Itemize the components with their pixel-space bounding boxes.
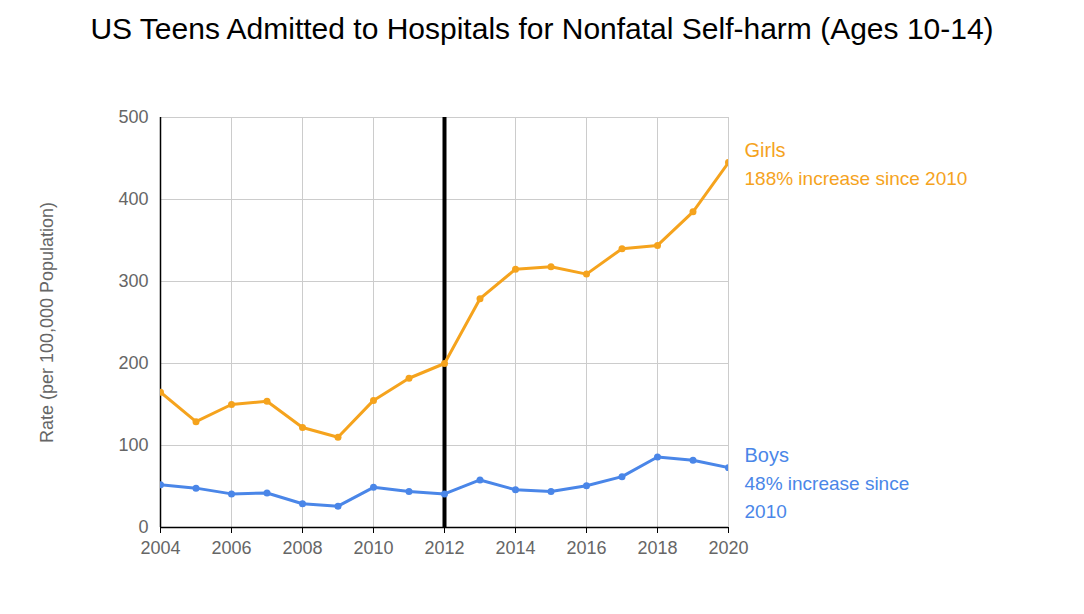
svg-text:Boys: Boys: [745, 444, 789, 466]
svg-text:0: 0: [138, 517, 148, 537]
svg-text:2016: 2016: [566, 538, 606, 558]
svg-text:300: 300: [118, 271, 148, 291]
svg-text:400: 400: [118, 189, 148, 209]
svg-text:2008: 2008: [282, 538, 322, 558]
svg-text:200: 200: [118, 353, 148, 373]
svg-text:2012: 2012: [424, 538, 464, 558]
svg-text:2020: 2020: [708, 538, 748, 558]
svg-text:Rate (per 100,000 Population): Rate (per 100,000 Population): [37, 202, 57, 443]
svg-text:100: 100: [118, 435, 148, 455]
svg-text:500: 500: [118, 107, 148, 127]
svg-text:Girls: Girls: [745, 139, 786, 161]
svg-text:2014: 2014: [495, 538, 535, 558]
svg-text:2004: 2004: [140, 538, 180, 558]
svg-text:2018: 2018: [637, 538, 677, 558]
svg-text:2006: 2006: [211, 538, 251, 558]
svg-text:2010: 2010: [353, 538, 393, 558]
html-text:US Teens Admitted to Hospitals: US Teens Admitted to Hospitals for Nonfa…: [90, 12, 994, 45]
svg-text:188% increase since 2010: 188% increase since 2010: [745, 168, 968, 189]
svg-text:48% increase since2010: 48% increase since2010: [745, 473, 910, 523]
